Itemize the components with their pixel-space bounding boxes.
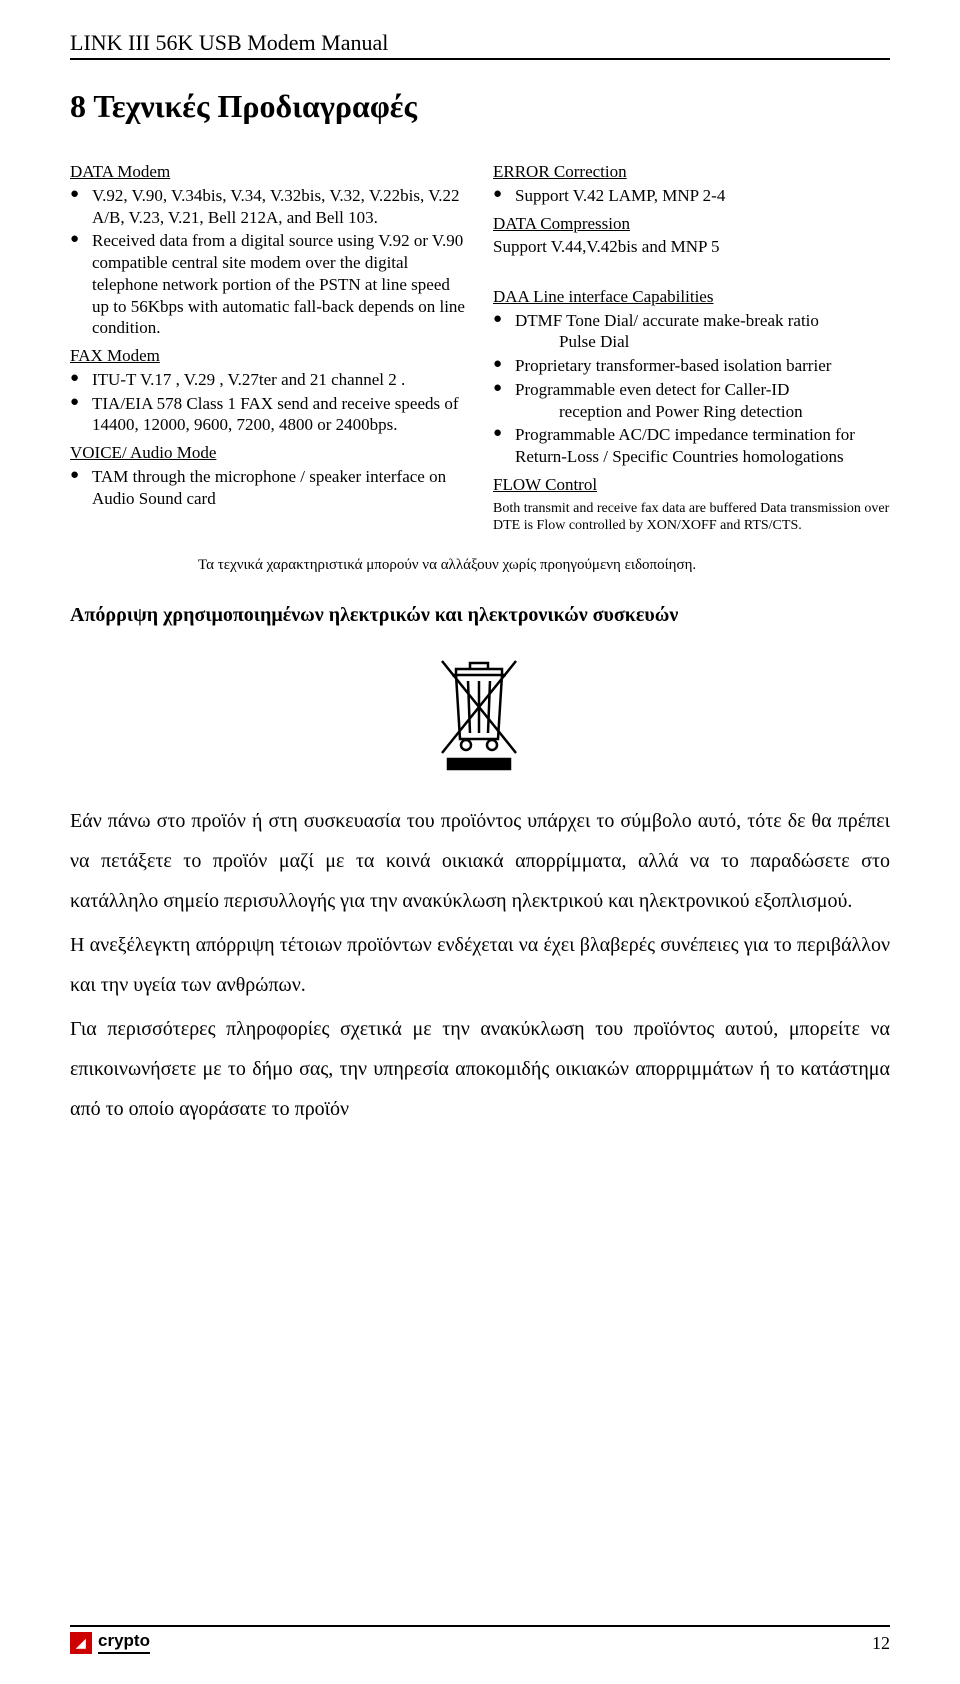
flow-note: Both transmit and receive fax data are b…	[493, 500, 890, 535]
list-item-text: DTMF Tone Dial/ accurate make-break rati…	[515, 311, 819, 330]
page: LINK III 56K USB Modem Manual 8 Τεχνικές…	[0, 0, 960, 1684]
list-item: Programmable AC/DC impedance termination…	[493, 424, 890, 468]
list-item-text: Programmable even detect for Caller-ID	[515, 380, 789, 399]
list-item: ITU-T V.17 , V.29 , V.27ter and 21 chann…	[70, 369, 467, 391]
flow-head: FLOW Control	[493, 474, 890, 496]
daa-head: DAA Line interface Capabilities	[493, 286, 890, 308]
fax-head: FAX Modem	[70, 345, 467, 367]
voice-head: VOICE/ Audio Mode	[70, 442, 467, 464]
compression-line: Support V.44,V.42bis and MNP 5	[493, 236, 890, 258]
list-item: Proprietary transformer-based isolation …	[493, 355, 890, 377]
chapter-title: 8 Τεχνικές Προδιαγραφές	[70, 88, 890, 125]
error-list: Support V.42 LAMP, MNP 2-4	[493, 185, 890, 207]
logo-text: crypto	[98, 1631, 150, 1654]
weee-icon	[434, 653, 524, 773]
data-modem-head: DATA Modem	[70, 161, 467, 183]
list-item: V.92, V.90, V.34bis, V.34, V.32bis, V.32…	[70, 185, 467, 229]
logo-mark-icon: ◢	[70, 1632, 92, 1654]
list-item: Programmable even detect for Caller-ID r…	[493, 379, 890, 423]
list-item: Support V.42 LAMP, MNP 2-4	[493, 185, 890, 207]
voice-list: TAM through the microphone / speaker int…	[70, 466, 467, 510]
list-item: DTMF Tone Dial/ accurate make-break rati…	[493, 310, 890, 354]
doc-header: LINK III 56K USB Modem Manual	[70, 30, 890, 60]
brand-logo: ◢ crypto	[70, 1631, 150, 1654]
left-column: DATA Modem V.92, V.90, V.34bis, V.34, V.…	[70, 155, 467, 535]
data-modem-list: V.92, V.90, V.34bis, V.34, V.32bis, V.32…	[70, 185, 467, 339]
tech-note: Τα τεχνικά χαρακτηριστικά μπορούν να αλλ…	[198, 557, 890, 574]
daa-list: DTMF Tone Dial/ accurate make-break rati…	[493, 310, 890, 468]
fax-list: ITU-T V.17 , V.29 , V.27ter and 21 chann…	[70, 369, 467, 436]
list-item: Received data from a digital source usin…	[70, 230, 467, 339]
compression-head: DATA Compression	[493, 213, 890, 235]
error-head: ERROR Correction	[493, 161, 890, 183]
list-item: TIA/EIA 578 Class 1 FAX send and receive…	[70, 393, 467, 437]
body-text: Εάν πάνω στο προϊόν ή στη συσκευασία του…	[70, 801, 890, 1129]
disposal-title: Απόρριψη χρησιμοποιημένων ηλεκτρικών και…	[70, 604, 890, 627]
footer: ◢ crypto 12	[70, 1625, 890, 1654]
paragraph: Για περισσότερες πληροφορίες σχετικά με …	[70, 1009, 890, 1129]
list-sub: Pulse Dial	[515, 331, 890, 353]
paragraph: Εάν πάνω στο προϊόν ή στη συσκευασία του…	[70, 801, 890, 921]
spec-columns: DATA Modem V.92, V.90, V.34bis, V.34, V.…	[70, 155, 890, 535]
list-item: TAM through the microphone / speaker int…	[70, 466, 467, 510]
page-number: 12	[872, 1633, 890, 1654]
list-sub: reception and Power Ring detection	[515, 401, 890, 423]
paragraph: Η ανεξέλεγκτη απόρριψη τέτοιων προϊόντων…	[70, 925, 890, 1005]
right-column: ERROR Correction Support V.42 LAMP, MNP …	[493, 155, 890, 535]
